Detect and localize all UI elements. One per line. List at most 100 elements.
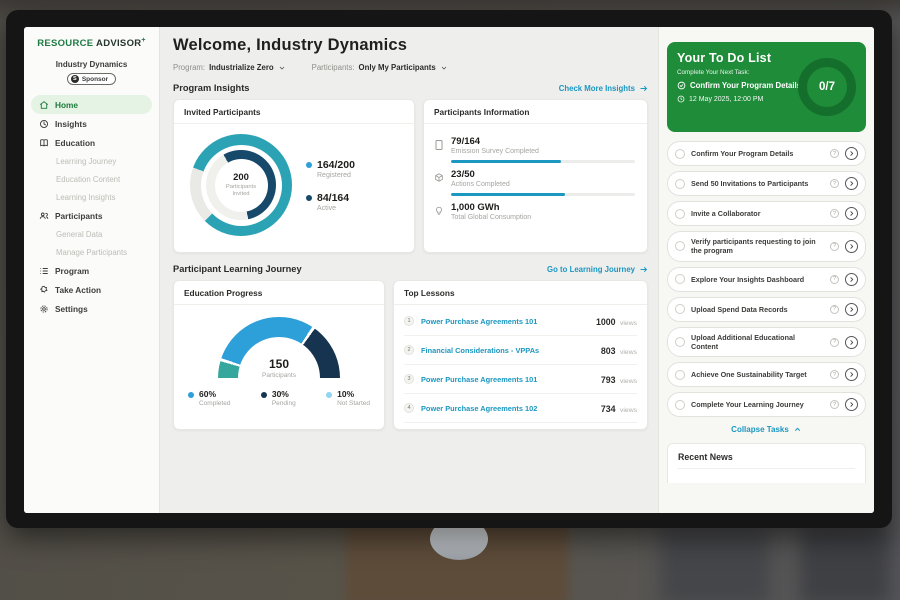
people-icon xyxy=(39,212,49,219)
task-checkbox[interactable] xyxy=(675,369,685,380)
task-item[interactable]: Verify participants requesting to join t… xyxy=(667,231,866,262)
invited-participants-title: Invited Participants xyxy=(174,100,414,124)
task-chevron-icon[interactable] xyxy=(845,207,858,220)
lesson-link[interactable]: Financial Considerations - VPPAs xyxy=(421,345,540,355)
education-progress-legend: 60% Completed 30% Pending xyxy=(174,379,384,407)
chevron-down-icon xyxy=(441,66,446,70)
sponsor-badge[interactable]: S Sponsor xyxy=(66,73,117,86)
sidebar-item-participants[interactable]: Participants xyxy=(31,206,152,225)
dashboard-screen: RESOURCE ADVISOR+ Industry Dynamics S Sp… xyxy=(24,27,874,513)
emission-survey-row: 79/164 Emission Survey Completed xyxy=(434,136,635,163)
registered-value: 164/200 xyxy=(317,158,355,171)
sidebar-item-label: Settings xyxy=(55,303,88,314)
lesson-views-label: views xyxy=(620,349,637,356)
task-chevron-icon[interactable] xyxy=(845,302,858,316)
main-content: Welcome, Industry Dynamics Program: Indu… xyxy=(160,27,658,513)
lesson-link[interactable]: Power Purchase Agreements 102 xyxy=(421,403,538,413)
check-more-insights-label: Check More Insights xyxy=(558,83,635,93)
top-lessons-card: Top Lessons 1 Power Purchase Agreements … xyxy=(393,280,648,430)
sidebar-item-learning-journey[interactable]: Learning Journey xyxy=(56,156,117,166)
task-checkbox[interactable] xyxy=(675,178,685,189)
task-chevron-icon[interactable] xyxy=(845,398,858,412)
sidebar-item-learning-insights[interactable]: Learning Insights xyxy=(56,192,116,202)
program-filter[interactable]: Program: Industrialize Zero xyxy=(173,63,286,72)
org-name: Industry Dynamics xyxy=(55,60,128,70)
task-info-icon[interactable]: ? xyxy=(830,179,839,188)
sidebar-item-manage-participants[interactable]: Manage Participants xyxy=(56,247,128,257)
sidebar-item-take-action[interactable]: Take Action xyxy=(31,280,152,299)
task-info-icon[interactable]: ? xyxy=(830,337,839,347)
todo-progress-value: 0/7 xyxy=(819,81,835,93)
sidebar-item-label: Education xyxy=(55,137,96,148)
take-action-icon xyxy=(39,285,48,293)
task-chevron-icon[interactable] xyxy=(845,272,858,286)
recent-news-card: Recent News xyxy=(667,443,866,484)
logo-text-secondary: ADVISOR xyxy=(96,38,142,50)
chevron-down-icon xyxy=(279,66,284,70)
task-checkbox[interactable] xyxy=(675,148,685,159)
todo-panel: Your To Do List Complete Your Next Task:… xyxy=(658,27,874,513)
task-checkbox[interactable] xyxy=(675,274,685,285)
lesson-link[interactable]: Power Purchase Agreements 101 xyxy=(421,316,538,326)
task-item[interactable]: Upload Spend Data Records ? xyxy=(667,296,866,322)
check-more-insights-link[interactable]: Check More Insights xyxy=(559,84,648,93)
task-checkbox[interactable] xyxy=(675,337,685,348)
insights-icon xyxy=(40,119,48,128)
sidebar-item-insights[interactable]: Insights xyxy=(31,114,152,133)
go-to-learning-journey-link[interactable]: Go to Learning Journey xyxy=(547,265,648,274)
lesson-row: 1 Power Purchase Agreements 101 1000 vie… xyxy=(404,307,637,336)
task-info-icon[interactable]: ? xyxy=(830,304,839,314)
lesson-rank: 4 xyxy=(404,403,414,413)
participants-information-card: Participants Information 79/164 Emission… xyxy=(423,99,648,253)
registered-label: Registered xyxy=(317,171,351,179)
task-info-icon[interactable]: ? xyxy=(830,274,839,284)
lesson-rank: 3 xyxy=(404,374,414,384)
education-progress-title: Education Progress xyxy=(174,281,384,305)
sidebar-item-label: Insights xyxy=(55,118,87,129)
task-checkbox[interactable] xyxy=(675,304,685,315)
task-info-icon[interactable]: ? xyxy=(830,370,839,380)
task-checkbox[interactable] xyxy=(675,399,685,410)
task-item[interactable]: Achieve One Sustainability Target ? xyxy=(667,362,866,388)
task-chevron-icon[interactable] xyxy=(845,368,858,382)
logo-plus: + xyxy=(141,37,146,44)
task-item[interactable]: Explore Your Insights Dashboard ? xyxy=(667,266,866,292)
collapse-tasks-link[interactable]: Collapse Tasks xyxy=(667,425,866,434)
pending-value: 30% xyxy=(271,389,289,399)
task-info-icon[interactable]: ? xyxy=(830,241,839,251)
lesson-row: 3 Power Purchase Agreements 101 793 view… xyxy=(404,365,637,394)
task-label: Confirm Your Program Details xyxy=(691,148,794,158)
task-chevron-icon[interactable] xyxy=(845,239,858,253)
task-info-icon[interactable]: ? xyxy=(830,400,839,410)
program-insights-title: Program Insights xyxy=(173,83,250,93)
task-item[interactable]: Send 50 Invitations to Participants ? xyxy=(667,171,866,196)
participants-filter[interactable]: Participants: Only My Participants xyxy=(312,63,448,72)
sidebar: RESOURCE ADVISOR+ Industry Dynamics S Sp… xyxy=(24,27,160,513)
task-chevron-icon[interactable] xyxy=(845,177,858,190)
task-checkbox[interactable] xyxy=(675,241,685,252)
task-checkbox[interactable] xyxy=(675,208,685,219)
task-info-icon[interactable]: ? xyxy=(830,149,839,158)
home-icon xyxy=(39,100,49,109)
top-lessons-title: Top Lessons xyxy=(394,281,647,305)
registered-dot-icon xyxy=(306,161,312,168)
sidebar-item-education-content[interactable]: Education Content xyxy=(56,174,121,184)
task-item[interactable]: Invite a Collaborator ? xyxy=(667,201,866,226)
task-item[interactable]: Complete Your Learning Journey ? xyxy=(667,392,866,418)
donut-center-value: 200 xyxy=(233,171,249,183)
actions-icon xyxy=(435,173,443,182)
sidebar-item-settings[interactable]: Settings xyxy=(31,299,152,318)
task-info-icon[interactable]: ? xyxy=(830,209,839,218)
task-chevron-icon[interactable] xyxy=(845,147,858,160)
sidebar-item-education[interactable]: Education xyxy=(31,133,152,152)
chevron-up-icon xyxy=(794,428,800,432)
task-item[interactable]: Upload Additional Educational Content ? xyxy=(667,326,866,358)
active-label: Active xyxy=(317,204,337,212)
lesson-link[interactable]: Power Purchase Agreements 101 xyxy=(421,374,538,384)
task-chevron-icon[interactable] xyxy=(845,335,858,349)
sidebar-item-general-data[interactable]: General Data xyxy=(56,229,103,239)
sidebar-item-home[interactable]: Home xyxy=(31,95,152,115)
sidebar-item-program[interactable]: Program xyxy=(31,261,152,280)
check-circle-icon xyxy=(677,81,686,90)
task-item[interactable]: Confirm Your Program Details ? xyxy=(667,141,866,166)
